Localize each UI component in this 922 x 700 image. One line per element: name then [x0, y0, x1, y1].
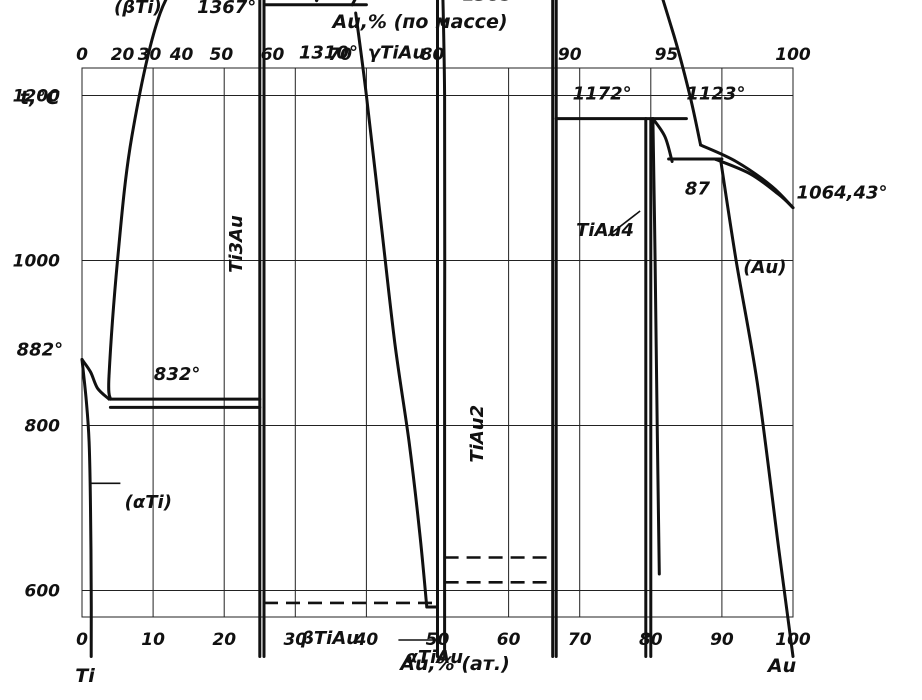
annotation-label: TiAu4	[576, 220, 634, 241]
annotation-label: 882°	[17, 339, 64, 360]
phase-boundary	[661, 0, 703, 147]
phase-boundary	[314, 0, 319, 3]
top-tick-label: 60	[261, 45, 285, 65]
annotation-label: (αTi)	[125, 492, 172, 513]
phase-boundary	[315, 0, 319, 3]
y-tick-label: 1200	[13, 87, 60, 107]
annotation-label: (βTi)	[114, 0, 162, 18]
annotation-label: 1367°	[197, 0, 256, 18]
phase-boundary	[713, 157, 795, 210]
phase-boundary	[719, 157, 795, 658]
y-tick-label: 800	[25, 417, 61, 437]
top-tick-label: 100	[775, 45, 811, 65]
annotation-label: 832°	[154, 364, 201, 385]
annotation-label: 1310°	[299, 42, 358, 63]
phase-boundary	[107, 0, 168, 401]
compound-label: TiAu2	[467, 405, 488, 463]
x-tick-label: 70	[568, 630, 592, 650]
y-tick-label: 600	[25, 582, 61, 602]
top-tick-label: 0	[76, 45, 88, 65]
x-tick-label: 90	[710, 630, 734, 650]
compound-label: Ti3Au	[226, 215, 247, 273]
top-axis-title: Au,% (по массе)	[330, 11, 507, 33]
x-tick-label: 30	[283, 630, 307, 650]
annotation-label: γTiAu	[368, 42, 426, 63]
x-tick-label: 10	[141, 630, 165, 650]
phase-boundary	[80, 358, 111, 401]
top-tick-label: 95	[655, 45, 679, 65]
annotation-label: 1064,43°	[797, 183, 888, 204]
top-tick-label: 50	[210, 45, 234, 65]
top-tick-label: 90	[558, 45, 582, 65]
annotation-label: 1123°	[686, 84, 745, 105]
phase-boundaries	[80, 0, 795, 658]
phase-boundary	[651, 117, 674, 163]
annotation-label: 87	[685, 179, 711, 200]
x-tick-label: 0	[76, 630, 88, 650]
annotation-label: αTiAu	[406, 647, 464, 668]
y-axis-title: t,°C	[20, 87, 60, 109]
right-component-label: Au	[766, 655, 796, 677]
phase-boundary	[699, 143, 795, 210]
bottom-axis-title: Au,% (ат.)	[398, 653, 510, 675]
annotation-label: βTiAu	[300, 628, 359, 649]
y-tick-label: 1000	[13, 252, 60, 272]
annotation-label: 1172°	[573, 84, 632, 105]
top-tick-label: 70	[328, 45, 352, 65]
phase-boundary	[354, 11, 429, 609]
annotation-label: 1385°	[462, 0, 521, 6]
x-tick-label: 100	[775, 630, 811, 650]
annotation-leader	[607, 210, 641, 237]
x-tick-label: 60	[497, 630, 521, 650]
x-tick-label: 40	[354, 630, 379, 650]
phase-boundary	[441, 0, 447, 658]
top-tick-label: 20	[111, 45, 135, 65]
phase-boundary	[80, 358, 93, 658]
phase-boundary	[651, 117, 661, 576]
annotations: 1670°Ж1495°1455°1395°(βTi)1367°1310°γTiA…	[17, 0, 888, 668]
left-component-label: Ti	[75, 665, 95, 687]
top-tick-label: 40	[169, 45, 194, 65]
annotation-label: (Au)	[743, 257, 786, 278]
x-tick-label: 20	[212, 630, 236, 650]
